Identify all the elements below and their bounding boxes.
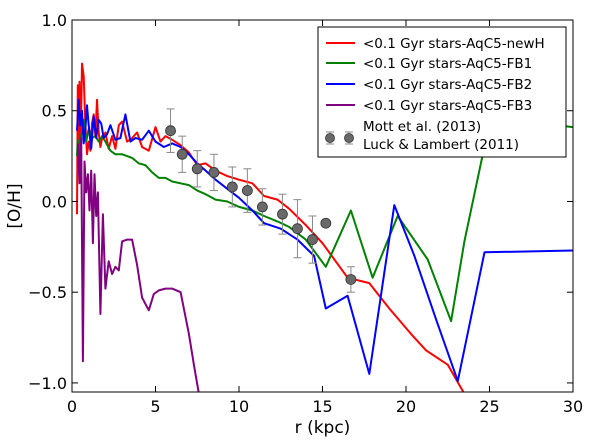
legend-label-fb3: <0.1 Gyr stars-AqC5-FB3: [363, 98, 532, 114]
legend-label-fb1: <0.1 Gyr stars-AqC5-FB1: [363, 56, 532, 72]
observation-marker: [191, 163, 203, 175]
x-tick-label: 25: [479, 397, 499, 416]
x-tick-label: 30: [563, 397, 583, 416]
observation-point: [208, 153, 220, 192]
series-line-4: [76, 137, 200, 392]
y-tick-label: 0.0: [42, 192, 67, 211]
x-tick-label: 5: [150, 397, 160, 416]
series-line-1: [76, 62, 465, 392]
observation-marker: [345, 274, 357, 285]
observation-point: [226, 166, 238, 208]
observation-point: [176, 135, 188, 173]
observation-marker: [165, 125, 176, 137]
observation-marker: [307, 234, 318, 245]
observation-marker: [292, 223, 303, 235]
observation-point: [256, 188, 268, 226]
y-tick-label: −1.0: [28, 374, 67, 393]
observation-marker: [256, 201, 268, 213]
observation-point: [307, 215, 318, 264]
y-tick-label: 1.0: [42, 11, 67, 30]
observation-point: [191, 150, 203, 188]
legend: <0.1 Gyr stars-AqC5-newH <0.1 Gyr stars-…: [317, 26, 567, 158]
observation-point: [241, 168, 253, 213]
observation-marker: [226, 181, 238, 193]
observation-marker: [176, 148, 188, 160]
axis-tick-labels: 0 5 10 15 20 25 30 −1.0 −0.5 0.0 0.5 1.0: [28, 11, 583, 416]
x-tick-label: 10: [229, 397, 249, 416]
observation-point: [320, 217, 332, 229]
x-tick-label: 0: [67, 397, 77, 416]
observation-marker: [241, 185, 253, 196]
series-line-2: [76, 117, 573, 323]
plot-clip-group: [76, 62, 573, 392]
legend-box: [317, 26, 567, 158]
x-axis-label: r (kpc): [295, 418, 351, 438]
observation-point: [277, 193, 288, 235]
y-tick-label: 0.5: [42, 102, 67, 121]
legend-label-newh: <0.1 Gyr stars-AqC5-newH: [363, 36, 545, 52]
series-line-3: [76, 98, 573, 383]
legend-label-fb2: <0.1 Gyr stars-AqC5-FB2: [363, 77, 532, 93]
observation-point: [292, 199, 303, 259]
observation-point: [345, 266, 357, 293]
y-axis-label: [O/H]: [5, 183, 25, 228]
observation-marker: [208, 167, 220, 178]
x-tick-label: 20: [396, 397, 416, 416]
legend-marker-observations: [325, 131, 354, 145]
observation-marker: [320, 217, 332, 229]
observation-marker: [277, 208, 288, 220]
observation-point: [165, 108, 176, 153]
legend-label-luck: Luck & Lambert (2011): [363, 137, 519, 153]
axis-ticks: [71, 19, 574, 392]
plot-area: [76, 62, 573, 392]
y-tick-label: −0.5: [28, 283, 67, 302]
legend-label-mott: Mott et al. (2013): [363, 119, 481, 135]
x-tick-label: 15: [312, 397, 332, 416]
